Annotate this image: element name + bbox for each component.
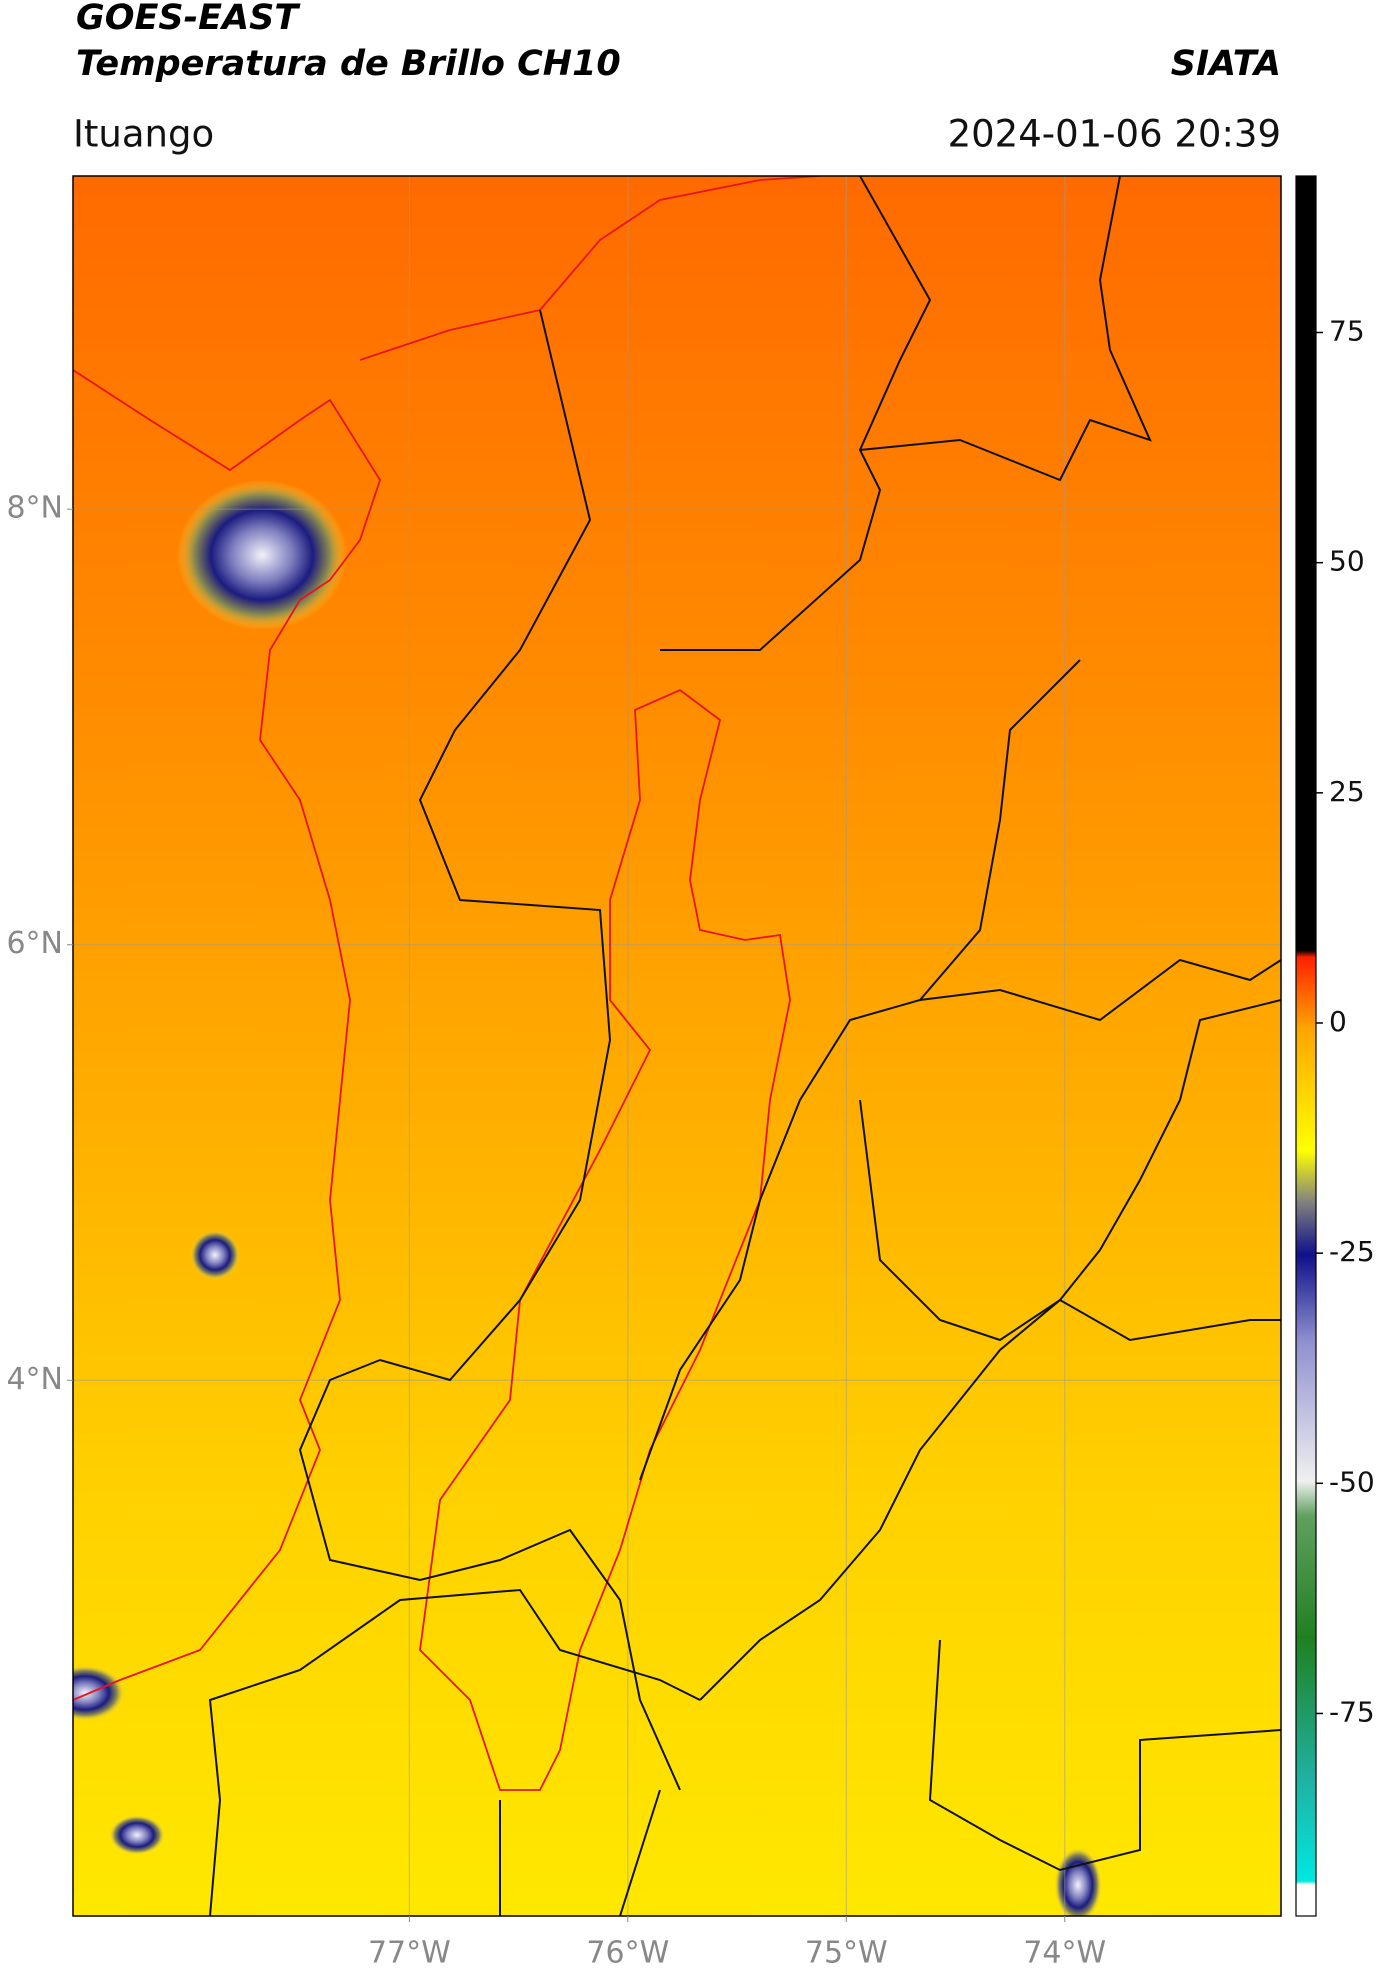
lon-label: 76°W (586, 1936, 669, 1971)
coastline (359, 176, 821, 361)
lon-label: 74°W (1023, 1936, 1106, 1971)
colorbar (1295, 175, 1317, 1917)
coastline (73, 369, 381, 1701)
admin-border (660, 176, 932, 651)
lat-label: 6°N (6, 926, 63, 961)
lat-label: 4°N (6, 1362, 63, 1397)
colorbar-label: -50 (1329, 1465, 1375, 1498)
colorbar-label: 75 (1329, 315, 1365, 348)
cloud (73, 1665, 125, 1721)
cloud (190, 1230, 240, 1280)
admin-border (859, 1099, 1281, 1342)
title-line2: Temperatura de Brillo CH10 (76, 44, 621, 84)
lon-label: 75°W (805, 1936, 888, 1971)
admin-border (859, 176, 1152, 482)
colorbar-label: 25 (1329, 775, 1365, 808)
colorbar-label: -75 (1329, 1695, 1375, 1728)
location: Ituango (73, 113, 214, 156)
colorbar-label: 0 (1329, 1005, 1347, 1038)
admin-border (639, 659, 1081, 1481)
colorbar-label: 50 (1329, 545, 1365, 578)
datetime: 2024-01-06 20:39 (948, 113, 1281, 156)
cloud (109, 1815, 165, 1855)
cloud (1054, 1847, 1102, 1916)
lat-label: 8°N (6, 491, 63, 526)
admin-border (919, 958, 1281, 1022)
temperature-field (73, 176, 1281, 1916)
title-line1: GOES-EAST (76, 0, 301, 38)
colorbar-label: -25 (1329, 1235, 1375, 1268)
map-area (73, 176, 1281, 1916)
lon-label: 77°W (368, 1936, 451, 1971)
cloud (177, 480, 347, 630)
admin-border (499, 1639, 1281, 1916)
organization: SIATA (1171, 44, 1281, 84)
admin-border (298, 309, 681, 1791)
map-frame (72, 175, 1282, 1917)
basin-outline (419, 688, 791, 1791)
admin-border (208, 1588, 701, 1916)
admin-border (699, 999, 1281, 1701)
